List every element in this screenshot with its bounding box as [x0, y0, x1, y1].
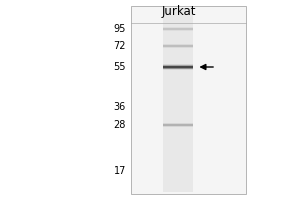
- Bar: [164, 29, 194, 30]
- Bar: [164, 45, 194, 46]
- Text: 28: 28: [114, 120, 126, 130]
- Bar: [164, 47, 194, 48]
- Bar: [164, 30, 194, 31]
- Text: 72: 72: [113, 41, 126, 51]
- Bar: [164, 8, 194, 192]
- Text: 36: 36: [114, 102, 126, 112]
- Bar: [164, 27, 194, 28]
- Text: 17: 17: [114, 166, 126, 176]
- Bar: [164, 44, 194, 45]
- Bar: [164, 46, 194, 47]
- Bar: [164, 68, 194, 69]
- Bar: [164, 66, 194, 67]
- Bar: [164, 126, 194, 127]
- Text: 55: 55: [113, 62, 126, 72]
- Text: Jurkat: Jurkat: [161, 5, 196, 18]
- Bar: [130, 6, 246, 194]
- Bar: [164, 123, 194, 124]
- Bar: [164, 125, 194, 126]
- Text: 95: 95: [114, 24, 126, 34]
- Bar: [164, 28, 194, 29]
- Bar: [164, 65, 194, 66]
- Bar: [164, 124, 194, 125]
- Bar: [164, 67, 194, 68]
- Bar: [164, 64, 194, 65]
- Bar: [164, 69, 194, 70]
